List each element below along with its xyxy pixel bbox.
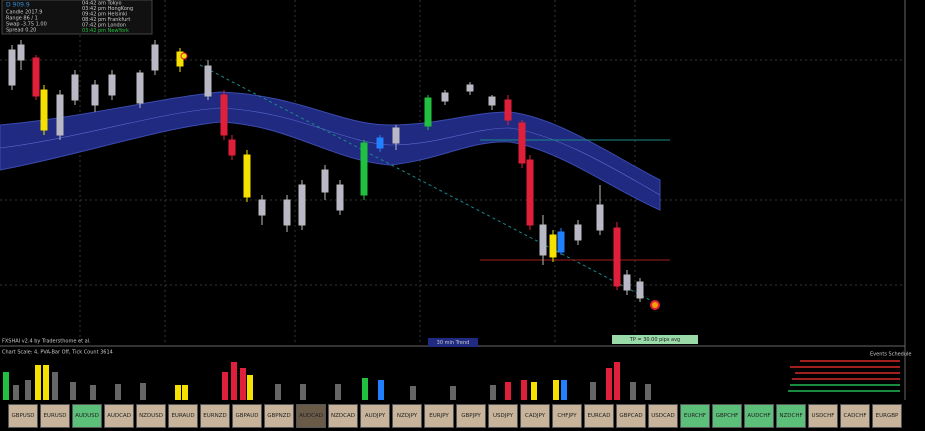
- target-label: TP = 30.00 pips avg: [629, 337, 680, 343]
- signal-dot: [180, 52, 188, 60]
- session: 08:42 pm Frankfurt: [82, 17, 130, 23]
- events-title: Events Schedule: [870, 352, 912, 358]
- symbol-button[interactable]: AUDCAD: [296, 404, 326, 428]
- symbol-button[interactable]: AUDUSD: [72, 404, 102, 428]
- signal-dot: [650, 300, 660, 310]
- session: 03:42 pm HongKong: [82, 6, 133, 12]
- session: 07:42 pm London: [82, 23, 126, 29]
- ma-band: [0, 91, 661, 211]
- symbol-button[interactable]: GBPCAD: [616, 404, 646, 428]
- info-panel: [1, 0, 153, 35]
- trend-line: [199, 64, 651, 301]
- symbol-button[interactable]: EURCHF: [680, 404, 710, 428]
- scale-label: Chart Scale: 4, PVA-Bar Off, Tick Count …: [2, 350, 113, 356]
- symbol-button[interactable]: NZDJPY: [392, 404, 422, 428]
- session: 03:42 pm NewYork: [82, 28, 129, 34]
- symbol-button[interactable]: NZDCHF: [776, 404, 806, 428]
- volume-bars: [3, 362, 651, 400]
- symbol-button[interactable]: NZDUSD: [136, 404, 166, 428]
- symbol-button[interactable]: CADJPY: [520, 404, 550, 428]
- info-row: Candle 2017.9: [6, 10, 42, 16]
- info-row: Swap -3.75 1.00: [6, 22, 47, 28]
- symbol-button[interactable]: EURJPY: [424, 404, 454, 428]
- symbol-button[interactable]: EURUSD: [40, 404, 70, 428]
- target-box: [612, 335, 698, 344]
- symbol-button[interactable]: CADCHF: [840, 404, 870, 428]
- event-lines: [788, 360, 900, 392]
- info-row: Spread 0.20: [6, 28, 36, 34]
- indicator-label: FXSHAI v2.4 by Tradersthome et al.: [2, 339, 91, 345]
- symbol-button[interactable]: GBPAUD: [232, 404, 262, 428]
- trend-box: [428, 338, 478, 347]
- symbol-button[interactable]: GBPCHF: [712, 404, 742, 428]
- session: 09:42 pm Helsinki: [82, 12, 127, 18]
- symbol-button[interactable]: EURAUD: [168, 404, 198, 428]
- price: D 909.9: [6, 2, 30, 9]
- symbol-button[interactable]: GBPJPY: [456, 404, 486, 428]
- symbol-button[interactable]: EURCAD: [584, 404, 614, 428]
- symbol-button[interactable]: GBPNZD: [264, 404, 294, 428]
- symbol-button[interactable]: GBPUSD: [8, 404, 38, 428]
- symbol-button[interactable]: USDJPY: [488, 404, 518, 428]
- grid: [0, 0, 905, 345]
- info-row: Range 86 / 1: [6, 16, 38, 22]
- session: 04:42 am Tokyo: [82, 1, 122, 7]
- symbol-button[interactable]: AUDCHF: [744, 404, 774, 428]
- symbol-button[interactable]: CHFJPY: [552, 404, 582, 428]
- symbol-button[interactable]: USDCHF: [808, 404, 838, 428]
- trend-label: 30 min Trend: [437, 340, 470, 346]
- symbol-button[interactable]: USDCAD: [648, 404, 678, 428]
- symbol-button[interactable]: AUDJPY: [360, 404, 390, 428]
- symbol-button[interactable]: EURGBP: [872, 404, 902, 428]
- symbol-button[interactable]: NZDCAD: [328, 404, 358, 428]
- candles: [8, 40, 644, 302]
- symbol-button[interactable]: EURNZD: [200, 404, 230, 428]
- symbol-button[interactable]: AUDCAD: [104, 404, 134, 428]
